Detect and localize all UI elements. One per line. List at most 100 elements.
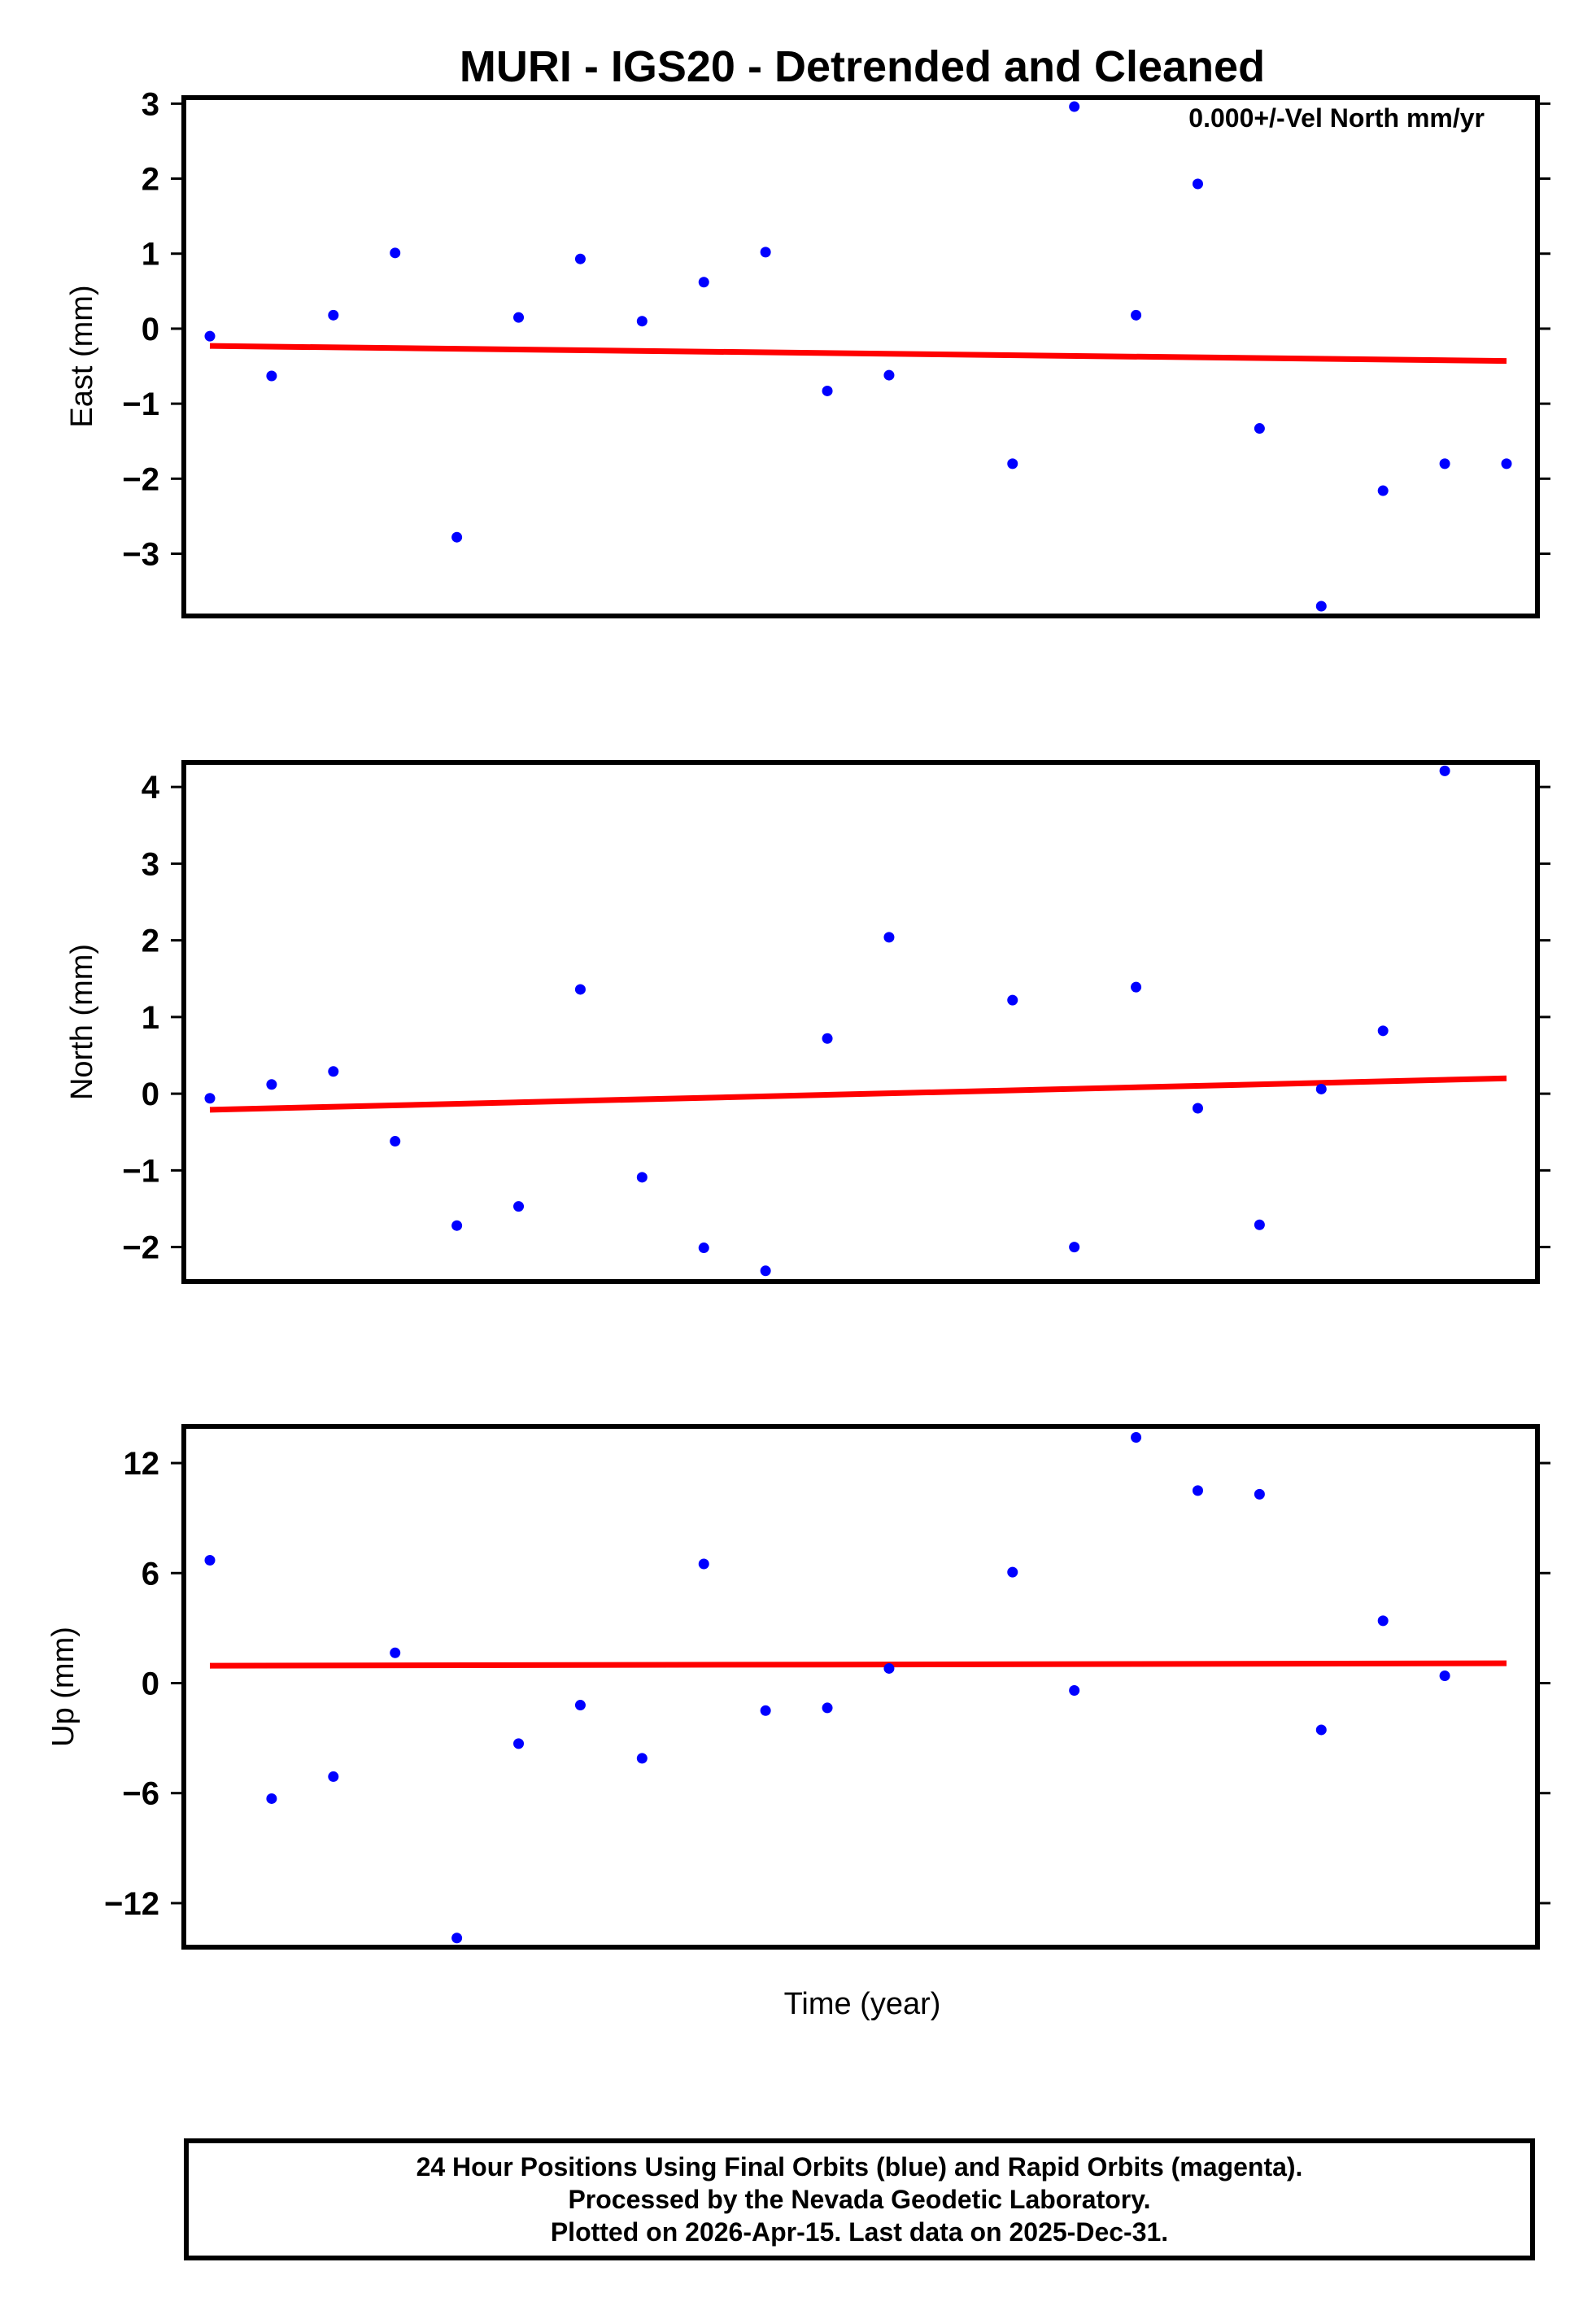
data-point (636, 1172, 648, 1183)
data-point (822, 1702, 833, 1714)
data-point (883, 1662, 895, 1674)
data-point (1254, 1488, 1265, 1500)
data-point (1501, 458, 1512, 469)
data-point (1315, 1724, 1327, 1736)
y-tick-label: 3 (142, 86, 159, 122)
trend-line (209, 343, 1507, 365)
data-point (1131, 981, 1142, 993)
data-point (204, 1093, 216, 1104)
footer-info-box: 24 Hour Positions Using Final Orbits (bl… (184, 2138, 1535, 2260)
chart-title: MURI - IGS20 - Detrended and Cleaned (460, 42, 1265, 91)
data-point (266, 1079, 277, 1090)
footer-orbits-note: 24 Hour Positions Using Final Orbits (bl… (416, 2152, 1303, 2182)
data-point (1007, 994, 1018, 1006)
data-point (390, 247, 401, 259)
data-point (204, 1555, 216, 1566)
panel-north: 4 3 2 1 0 −1 −2 North (mm) (65, 760, 1550, 1284)
y-axis-label: East (mm) (65, 285, 99, 427)
y-tick-label: 6 (142, 1556, 159, 1592)
data-point (1192, 1103, 1203, 1114)
y-axis-label: North (mm) (65, 944, 99, 1100)
data-point (1315, 601, 1327, 612)
data-point (266, 1793, 277, 1804)
data-point (760, 247, 771, 258)
data-point (698, 277, 709, 288)
velocity-annotation: 0.000+/-Vel North mm/yr (1188, 103, 1485, 133)
y-tick-label: −1 (122, 387, 159, 422)
y-tick-label: 12 (124, 1446, 160, 1482)
plot-frame (181, 760, 1540, 1284)
y-tick-label: 0 (142, 1666, 159, 1701)
y-tick-label: −3 (122, 536, 159, 572)
footer-dates: Plotted on 2026-Apr-15. Last data on 202… (550, 2217, 1169, 2247)
data-point (574, 984, 586, 995)
panel-up: 12 6 0 −6 −12 Up (mm) (46, 1424, 1550, 1950)
footer-processed-by: Processed by the Nevada Geodetic Laborat… (568, 2185, 1151, 2214)
panel-east: 3 2 1 0 −1 −2 −3 East (mm) 0.000+/-Vel North mm/… (65, 86, 1550, 618)
y-axis-label: Up (mm) (46, 1627, 81, 1747)
data-point (1192, 1485, 1203, 1496)
trend-line (209, 1660, 1507, 1669)
data-point (1254, 423, 1265, 435)
data-point (1315, 1083, 1327, 1094)
y-tick-label: 2 (142, 162, 159, 198)
data-point (1377, 1615, 1389, 1627)
data-point (1069, 1685, 1080, 1697)
plot-frame (181, 1424, 1540, 1950)
data-point (451, 531, 463, 543)
y-tick-label: −2 (122, 1230, 159, 1266)
data-point (1192, 178, 1203, 190)
y-tick-label: 0 (142, 312, 159, 347)
data-point (636, 316, 648, 327)
data-point (760, 1705, 771, 1716)
data-point (513, 1738, 525, 1749)
data-point (760, 1265, 771, 1277)
data-point (883, 369, 895, 381)
data-point (1007, 1566, 1018, 1578)
y-tick-label: 2 (142, 924, 159, 959)
y-tick-label: 3 (142, 846, 159, 882)
y-tick-label: −12 (104, 1886, 159, 1922)
data-point (1069, 101, 1080, 112)
data-point (328, 1066, 339, 1077)
data-point (1254, 1219, 1265, 1230)
data-point (1377, 1025, 1389, 1037)
data-point (698, 1558, 709, 1570)
data-point (204, 330, 216, 342)
data-point (1439, 458, 1450, 469)
plot-frame (181, 95, 1540, 618)
data-point (1069, 1242, 1080, 1253)
data-point (1439, 765, 1450, 776)
data-point (390, 1647, 401, 1658)
data-point (390, 1136, 401, 1147)
data-point (266, 370, 277, 382)
data-point (883, 932, 895, 943)
y-tick-label: 0 (142, 1077, 159, 1112)
data-point (513, 312, 525, 323)
data-point (1439, 1670, 1450, 1681)
y-tick-label: −1 (122, 1153, 159, 1189)
y-tick-label: −6 (122, 1776, 159, 1812)
data-point (1131, 309, 1142, 321)
data-point (698, 1243, 709, 1254)
data-point (451, 1933, 463, 1944)
data-point (822, 385, 833, 396)
y-tick-label: 1 (142, 1000, 159, 1036)
trend-line (209, 1075, 1507, 1113)
y-tick-label: 4 (142, 770, 160, 806)
data-point (451, 1220, 463, 1231)
data-point (574, 253, 586, 264)
x-axis-label: Time (year) (784, 1987, 941, 2021)
y-tick-label: 1 (142, 237, 159, 273)
data-point (574, 1700, 586, 1711)
data-point (1007, 458, 1018, 469)
data-point (328, 1771, 339, 1782)
y-tick-label: −2 (122, 461, 159, 497)
data-point (822, 1033, 833, 1044)
data-point (1131, 1432, 1142, 1443)
data-point (636, 1753, 648, 1764)
data-point (513, 1201, 525, 1212)
data-point (1377, 485, 1389, 496)
data-point (328, 309, 339, 321)
